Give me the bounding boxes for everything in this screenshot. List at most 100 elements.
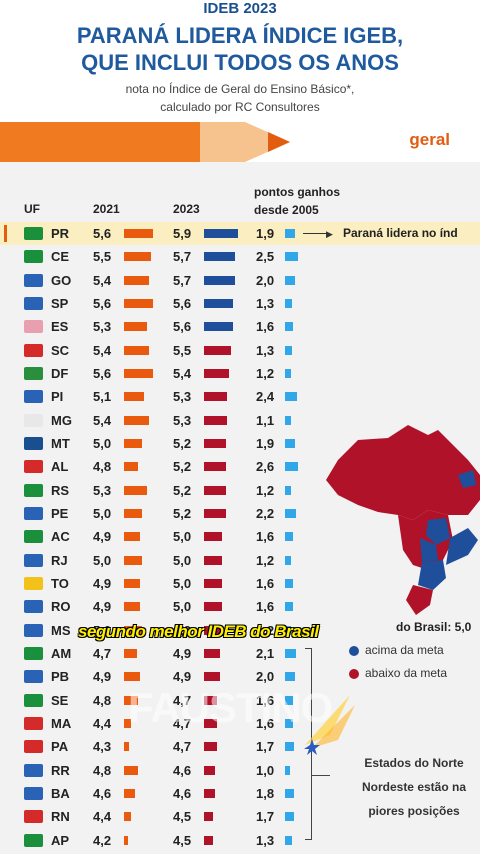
value-2023: 5,0 (173, 599, 192, 615)
value-2023: 4,6 (173, 785, 192, 801)
region-note-line-1: Estados do Norte (364, 756, 464, 770)
flag-icon-rr (24, 763, 43, 777)
flag-icon-mg (24, 413, 43, 427)
bar-2023 (204, 322, 233, 332)
bar-2021 (124, 788, 135, 798)
bar-pontos (285, 625, 291, 635)
bar-pontos (285, 718, 293, 728)
value-2021: 5,1 (93, 389, 112, 405)
bar-pontos (285, 252, 298, 262)
map-rs-sc (406, 585, 433, 615)
map-ceara (458, 470, 476, 488)
bar-2023 (204, 508, 226, 518)
column-header-pts: pontos ganhos desde 2005 (254, 183, 340, 219)
value-2021: 4,4 (93, 809, 112, 825)
bar-2023 (204, 625, 221, 635)
value-2023: 5,7 (173, 272, 192, 288)
bar-pontos (285, 485, 291, 495)
bar-pontos (285, 368, 291, 378)
value-pontos: 1,2 (256, 552, 275, 568)
bar-pontos (285, 322, 293, 332)
value-2021: 4,8 (93, 762, 112, 778)
value-pontos: 1,6 (256, 692, 275, 708)
value-pontos: 1,6 (256, 715, 275, 731)
value-2021: 5,3 (93, 319, 112, 335)
bar-2023 (204, 229, 239, 238)
bracket-arrow (312, 775, 330, 776)
bar-2021 (124, 602, 141, 612)
bar-2023 (204, 788, 215, 798)
value-2023: 5,6 (173, 319, 192, 335)
map-southeast (446, 528, 478, 565)
callout-arrow-line (303, 233, 329, 234)
value-pontos: 1,1 (256, 412, 275, 428)
bar-2021 (124, 392, 144, 402)
bar-2023 (204, 438, 226, 448)
legend-below-dot (349, 669, 359, 679)
map-go-df (426, 518, 450, 545)
column-header-pts-line-1: pontos ganhos (254, 185, 340, 199)
value-2021: 5,6 (93, 365, 112, 381)
region-note: Estados do Norte Nordeste estão na piore… (348, 751, 480, 823)
column-header-2021: 2021 (93, 202, 120, 216)
table-row-pr: PR 5,6 5,9 1,9 (0, 222, 480, 245)
bar-2021 (124, 625, 142, 635)
table-row-pe: PE 5,0 5,2 2,2 (0, 502, 480, 525)
bar-2021 (124, 672, 141, 682)
bar-pontos (285, 672, 295, 682)
flag-icon-am (24, 646, 43, 660)
value-2023: 5,4 (173, 365, 192, 381)
table-row-pi: PI 5,1 5,3 2,4 (0, 385, 480, 408)
legend-above-dot (349, 646, 359, 656)
bar-2023 (204, 275, 235, 285)
bar-pontos (285, 788, 294, 798)
table-row-al: AL 4,8 5,2 2,6 (0, 455, 480, 478)
watermark-text: FAUSTINO (128, 684, 333, 731)
bar-2021 (124, 275, 150, 285)
uf-label: PA (51, 739, 69, 755)
legend-above-label: acima da meta (365, 643, 444, 657)
bar-2023 (204, 718, 217, 728)
value-pontos: 1,7 (256, 739, 275, 755)
value-pontos: 1,6 (256, 599, 275, 615)
flag-icon-pa (24, 740, 43, 754)
bar-pontos (285, 648, 296, 658)
value-2021: 5,3 (93, 482, 112, 498)
watermark-wing-icon (305, 695, 355, 748)
value-pontos: 2,5 (256, 249, 275, 265)
bar-2023 (204, 555, 222, 565)
value-2021: 4,9 (93, 599, 112, 615)
table-row-ro: RO 4,9 5,0 1,6 (0, 595, 480, 618)
value-2023: 5,7 (173, 249, 192, 265)
column-header-pts-line-2: desde 2005 (254, 203, 319, 217)
bar-2021 (124, 252, 151, 262)
value-2021: 5,5 (93, 249, 112, 265)
flag-icon-pb (24, 670, 43, 684)
table-row-ms: MS 5,0 4,9 1,2 (0, 619, 480, 642)
bar-pontos (285, 462, 298, 472)
value-2021: 4,8 (93, 692, 112, 708)
table-row-es: ES 5,3 5,6 1,6 (0, 315, 480, 338)
flag-icon-df (24, 366, 43, 380)
uf-label: AL (51, 459, 69, 475)
bar-2021 (124, 695, 139, 705)
table-row-mt: MT 5,0 5,2 1,9 (0, 432, 480, 455)
bar-pontos (285, 392, 297, 402)
value-pontos: 1,3 (256, 342, 275, 358)
table-row-go: GO 5,4 5,7 2,0 (0, 269, 480, 292)
flag-icon-ro (24, 600, 43, 614)
bar-2021 (124, 648, 137, 658)
bar-2023 (204, 345, 231, 355)
bar-2021 (124, 298, 153, 308)
bar-2023 (204, 672, 221, 682)
flag-icon-rs (24, 483, 43, 497)
value-2021: 5,6 (93, 226, 112, 241)
table-row-pa: PA 4,3 4,7 1,7 (0, 735, 480, 758)
bar-2021 (124, 485, 148, 495)
map-south-region (418, 560, 446, 590)
bar-pontos (285, 229, 295, 238)
tab-geral[interactable]: geral (409, 130, 450, 149)
bar-pontos (285, 555, 291, 565)
bar-2021 (124, 742, 130, 752)
uf-label: TO (51, 575, 69, 591)
